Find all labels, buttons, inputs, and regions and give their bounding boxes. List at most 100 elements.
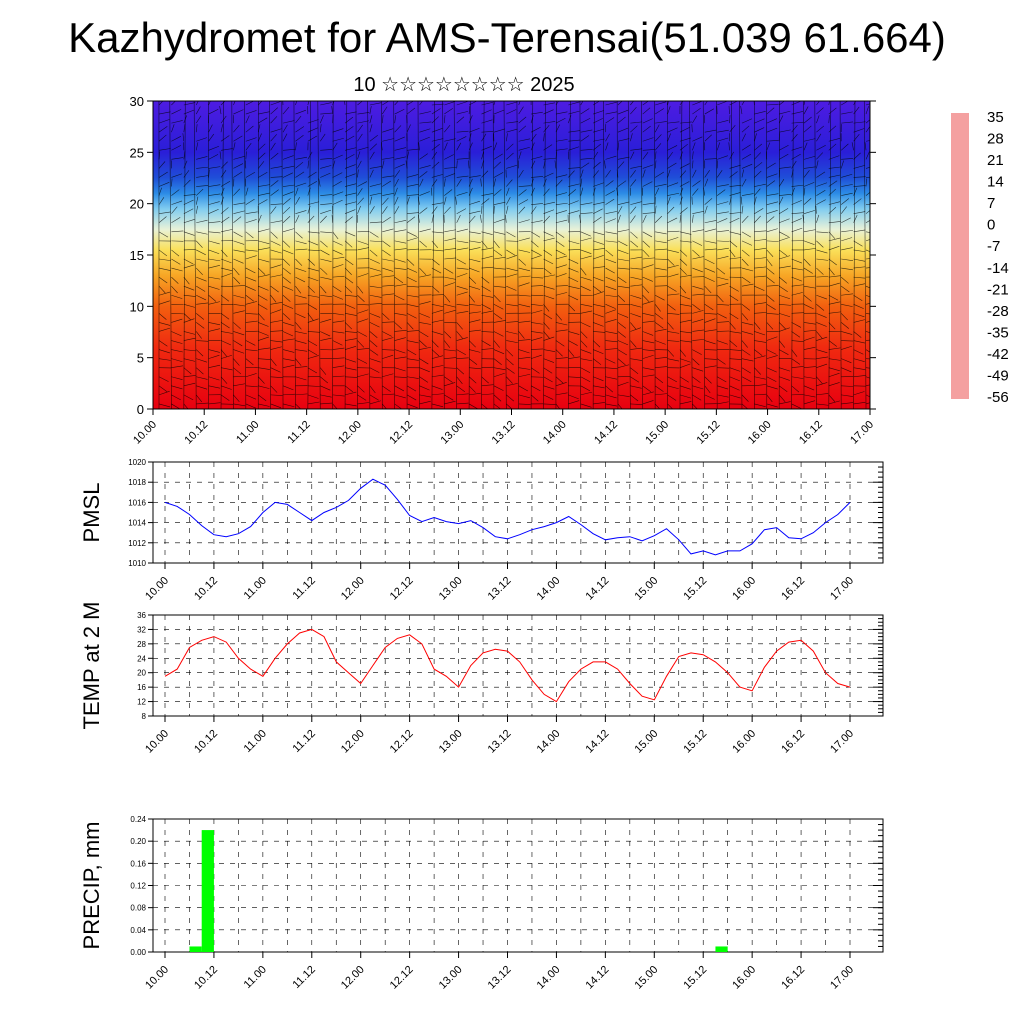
barb-flag: [258, 367, 270, 370]
barb-flag: [282, 358, 295, 362]
barb-flag: [369, 400, 381, 405]
barb-flag: [616, 169, 619, 178]
barb-flag: [245, 187, 249, 196]
barb-flag: [617, 303, 630, 306]
barb-flag: [617, 201, 630, 205]
x-tick-label: 11.12: [285, 419, 312, 446]
barb-flag: [444, 154, 454, 160]
barb-flag: [605, 285, 617, 291]
barb-flag: [196, 402, 209, 405]
x-tick-label: 15.00: [632, 964, 660, 992]
x-tick-label: 16.12: [779, 964, 807, 992]
barb-flag: [245, 171, 256, 178]
barb-flag: [555, 255, 568, 260]
barb-flag: [543, 313, 553, 320]
barb-flag: [319, 115, 324, 124]
barb-flag: [196, 219, 208, 224]
barb-flag: [295, 331, 307, 335]
barb-flag: [369, 294, 382, 298]
barb-flag: [183, 208, 194, 214]
barb-flag: [555, 329, 568, 332]
barb-flag: [692, 358, 700, 366]
barb-flag: [257, 124, 261, 133]
x-tick-label: 11.00: [242, 728, 269, 755]
barb-flag: [258, 143, 266, 151]
barb-flag: [741, 163, 753, 169]
barb-flag: [233, 156, 245, 160]
barb-flag: [580, 117, 591, 124]
barb-flag: [469, 319, 481, 323]
barb-flag: [717, 240, 730, 242]
barb-flag: [605, 249, 614, 257]
barb-flag: [456, 367, 465, 375]
x-tick-label: 14.00: [535, 575, 563, 603]
barb-flag: [295, 294, 307, 299]
barb-flag: [580, 231, 591, 237]
barb-flag: [630, 165, 642, 169]
barb-flag: [667, 169, 671, 178]
barb-flag: [481, 376, 489, 384]
barb-flag: [754, 367, 761, 375]
barb-flag: [766, 376, 777, 382]
barb-flag: [171, 394, 181, 401]
barb-flag: [208, 201, 220, 205]
barb-flag: [183, 375, 196, 378]
panel-frame: [152, 461, 884, 564]
barb-flag: [233, 358, 240, 366]
barb-flag: [220, 313, 230, 320]
barb-flag: [605, 240, 618, 243]
barb-flag: [468, 115, 473, 124]
barb-flag: [654, 108, 664, 115]
barb-flag: [171, 206, 178, 214]
barb-flag: [592, 170, 599, 178]
barb-flag: [642, 164, 654, 169]
barb-flag: [295, 349, 308, 352]
barb-flag: [692, 142, 696, 151]
barb-flag: [853, 185, 866, 187]
barb-flag: [803, 166, 816, 169]
barb-flag: [617, 364, 630, 368]
barb-flag: [394, 330, 407, 332]
barb-flag: [431, 294, 444, 296]
barb-flag: [642, 300, 654, 305]
barb-flag: [518, 258, 527, 266]
barb-flag: [853, 375, 866, 378]
barb-flag: [419, 240, 428, 248]
barb-flag: [593, 331, 606, 333]
barb-flag: [244, 160, 247, 169]
barb-flag: [419, 165, 431, 169]
barb-flag: [617, 249, 629, 255]
barb-flag: [518, 199, 529, 205]
barb-flag: [233, 303, 246, 307]
barb-flag: [853, 211, 866, 215]
barb-flag: [791, 184, 804, 187]
barb-flag: [245, 110, 257, 115]
barb-flag: [357, 309, 369, 314]
barb-flag: [344, 164, 356, 169]
barb-flag: [605, 358, 616, 364]
barb-flag: [295, 240, 307, 245]
barb-flag: [344, 183, 357, 187]
barb-flag: [555, 357, 568, 359]
barb-flag: [704, 205, 708, 214]
barb-flag: [716, 142, 721, 151]
barb-flag: [766, 276, 775, 284]
barb-flag: [320, 394, 332, 398]
barb-flag: [791, 366, 804, 369]
barb-flag: [617, 276, 627, 284]
barb-flag: [171, 276, 179, 284]
barb-flag: [754, 111, 766, 115]
barb-flag: [518, 367, 531, 370]
barb-flag: [717, 247, 729, 251]
barb-flag: [828, 267, 835, 276]
barb-flag: [258, 385, 270, 389]
colorbar-label: 35: [987, 109, 1004, 126]
barb-flag: [270, 403, 282, 409]
barb-flag: [791, 169, 794, 178]
barb-flag: [741, 283, 754, 287]
barb-flag: [543, 144, 553, 151]
barb-flag: [208, 133, 215, 142]
barb-flag: [220, 170, 227, 178]
barb-flag: [593, 385, 605, 389]
